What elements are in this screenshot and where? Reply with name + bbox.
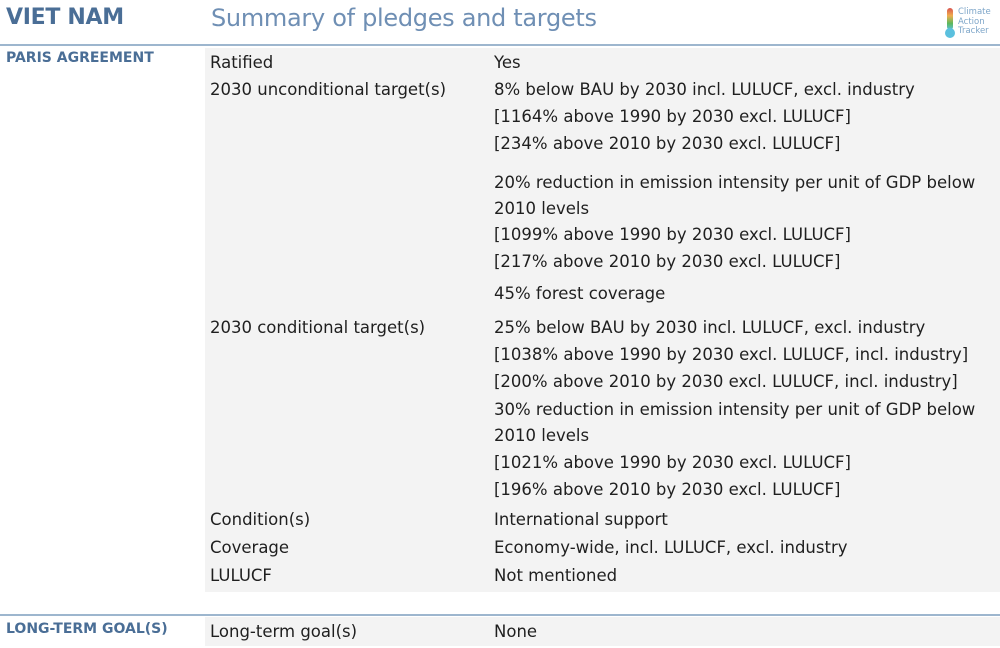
- climate-action-tracker-logo: Climate Action Tracker: [944, 7, 998, 39]
- unconditional-target-line: [1099% above 1990 by 2030 excl. LULUCF]: [494, 225, 851, 244]
- page-subtitle: Summary of pledges and targets: [211, 4, 597, 32]
- row-label-lulucf: LULUCF: [210, 566, 272, 585]
- conditional-target-line: [200% above 2010 by 2030 excl. LULUCF, i…: [494, 372, 958, 391]
- unconditional-target-line: [234% above 2010 by 2030 excl. LULUCF]: [494, 134, 841, 153]
- logo-text: Climate Action Tracker: [958, 7, 991, 37]
- section-rule: [0, 614, 1000, 616]
- row-value-lulucf: Not mentioned: [494, 566, 618, 585]
- conditional-target-line: 2010 levels: [494, 426, 590, 445]
- paris-agreement-table: [205, 48, 1000, 592]
- row-label-conditions: Condition(s): [210, 510, 311, 529]
- conditional-target-line: [196% above 2010 by 2030 excl. LULUCF]: [494, 480, 841, 499]
- unconditional-target-line: 45% forest coverage: [494, 284, 666, 303]
- long-term-goals-table: [205, 617, 1000, 646]
- thermometer-icon: [945, 8, 955, 38]
- unconditional-target-line: 2010 levels: [494, 199, 590, 218]
- row-value-long-term-goal: None: [494, 622, 538, 641]
- conditional-target-line: [1038% above 1990 by 2030 excl. LULUCF, …: [494, 345, 969, 364]
- row-label-coverage: Coverage: [210, 538, 290, 557]
- conditional-target-line: [1021% above 1990 by 2030 excl. LULUCF]: [494, 453, 851, 472]
- row-label-ratified: Ratified: [210, 53, 274, 72]
- header-rule: [0, 44, 1000, 46]
- row-value-ratified: Yes: [494, 53, 521, 72]
- unconditional-target-line: 8% below BAU by 2030 incl. LULUCF, excl.…: [494, 80, 915, 99]
- unconditional-target-line: [217% above 2010 by 2030 excl. LULUCF]: [494, 252, 841, 271]
- logo-line: Action: [958, 16, 985, 27]
- row-value-coverage: Economy-wide, incl. LULUCF, excl. indust…: [494, 538, 848, 557]
- conditional-target-line: 30% reduction in emission intensity per …: [494, 400, 976, 419]
- row-label-conditional-target: 2030 conditional target(s): [210, 318, 426, 337]
- logo-line: Climate: [958, 7, 991, 17]
- row-value-conditions: International support: [494, 510, 668, 529]
- unconditional-target-line: 20% reduction in emission intensity per …: [494, 173, 976, 192]
- page-header: VIET NAM Summary of pledges and targets …: [0, 0, 1000, 46]
- row-label-unconditional-target: 2030 unconditional target(s): [210, 80, 447, 99]
- country-title: VIET NAM: [6, 5, 124, 30]
- logo-line: Tracker: [958, 26, 989, 36]
- conditional-target-line: 25% below BAU by 2030 incl. LULUCF, excl…: [494, 318, 926, 337]
- section-label-paris-agreement: PARIS AGREEMENT: [6, 50, 154, 66]
- section-label-long-term-goals: LONG-TERM GOAL(S): [6, 621, 168, 637]
- unconditional-target-line: [1164% above 1990 by 2030 excl. LULUCF]: [494, 107, 851, 126]
- row-label-long-term-goal: Long-term goal(s): [210, 622, 358, 641]
